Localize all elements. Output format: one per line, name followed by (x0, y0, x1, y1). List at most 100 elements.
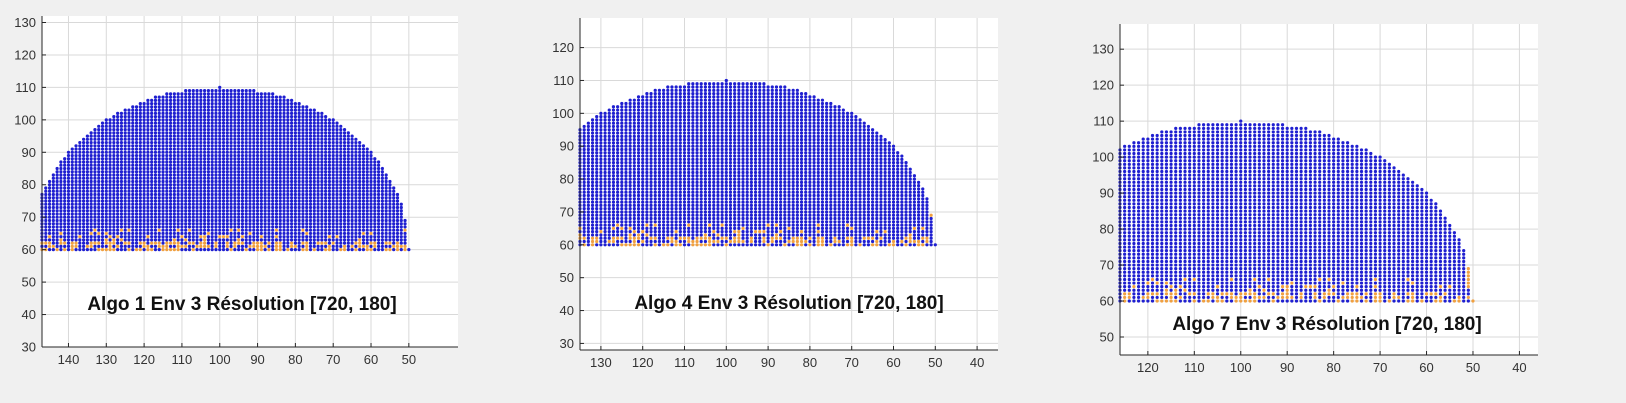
boundary-point (301, 228, 305, 232)
reachable-point (278, 115, 282, 119)
reachable-point (312, 153, 316, 158)
reachable-point (369, 179, 373, 184)
reachable-point (195, 163, 199, 167)
reachable-point (255, 225, 260, 229)
reachable-point (184, 153, 188, 158)
reachable-point (879, 193, 883, 198)
reachable-point (214, 92, 218, 96)
reachable-point (308, 186, 313, 190)
reachable-point (165, 173, 169, 177)
reachable-point (916, 236, 921, 240)
reachable-point (221, 131, 226, 135)
reachable-point (229, 241, 233, 245)
reachable-point (176, 157, 180, 161)
reachable-point (286, 150, 290, 154)
reachable-point (150, 189, 154, 193)
reachable-point (142, 166, 146, 171)
reachable-point (191, 199, 195, 203)
reachable-point (85, 215, 89, 219)
reachable-point (365, 225, 369, 229)
reachable-point (168, 105, 173, 109)
reachable-point (845, 213, 850, 217)
reachable-point (339, 222, 343, 226)
reachable-point (841, 184, 845, 188)
reachable-point (165, 170, 169, 174)
reachable-point (240, 228, 245, 232)
reachable-point (339, 209, 343, 213)
reachable-point (858, 203, 862, 207)
reachable-point (820, 128, 825, 132)
reachable-point (358, 147, 362, 151)
reachable-point (74, 238, 78, 242)
reachable-point (282, 215, 286, 219)
reachable-point (916, 203, 921, 207)
reachable-point (221, 92, 226, 96)
reachable-point (112, 118, 116, 122)
reachable-point (199, 118, 203, 122)
reachable-point (161, 108, 165, 112)
reachable-point (354, 176, 358, 180)
reachable-point (282, 235, 286, 239)
reachable-point (305, 131, 309, 135)
reachable-point (157, 153, 161, 158)
reachable-point (187, 89, 192, 93)
reachable-point (255, 202, 260, 206)
reachable-point (274, 131, 279, 135)
reachable-point (825, 236, 829, 240)
reachable-point (78, 248, 82, 252)
boundary-point (161, 248, 165, 252)
reachable-point (210, 218, 214, 223)
boundary-point (369, 241, 373, 245)
reachable-point (845, 141, 850, 145)
reachable-point (320, 176, 324, 180)
reachable-point (127, 108, 131, 112)
reachable-point (70, 166, 74, 171)
reachable-point (286, 118, 290, 122)
reachable-point (829, 118, 833, 122)
reachable-point (82, 147, 86, 151)
reachable-point (293, 186, 297, 190)
reachable-point (93, 202, 97, 206)
reachable-point (244, 170, 248, 174)
reachable-point (233, 222, 237, 226)
reachable-point (879, 134, 883, 138)
reachable-point (157, 115, 161, 119)
reachable-point (841, 167, 845, 171)
reachable-point (150, 196, 154, 200)
reachable-point (199, 134, 203, 138)
reachable-point (312, 189, 316, 193)
reachable-point (89, 209, 93, 213)
reachable-point (335, 231, 339, 236)
reachable-point (237, 134, 241, 138)
reachable-point (862, 134, 866, 138)
reachable-point (312, 127, 316, 132)
reachable-point (184, 222, 188, 226)
reachable-point (290, 105, 294, 109)
reachable-point (282, 244, 286, 248)
reachable-point (165, 163, 169, 167)
reachable-point (350, 205, 354, 210)
reachable-point (278, 111, 282, 115)
reachable-point (259, 192, 263, 197)
reachable-point (825, 216, 829, 221)
reachable-point (252, 228, 256, 232)
reachable-point (327, 144, 332, 148)
reachable-point (841, 174, 845, 178)
reachable-point (233, 186, 237, 190)
reachable-point (346, 137, 350, 141)
reachable-point (331, 170, 335, 174)
reachable-point (100, 137, 105, 141)
reachable-point (225, 124, 229, 128)
reachable-point (278, 144, 282, 148)
reachable-point (218, 186, 222, 190)
boundary-point (820, 239, 825, 244)
reachable-point (157, 222, 161, 226)
reachable-point (233, 248, 237, 252)
reachable-point (369, 212, 373, 216)
reachable-point (812, 193, 816, 198)
reachable-point (837, 180, 841, 184)
reachable-point (286, 163, 290, 167)
reachable-point (237, 118, 241, 122)
reachable-point (184, 179, 188, 184)
reachable-point (218, 222, 222, 226)
